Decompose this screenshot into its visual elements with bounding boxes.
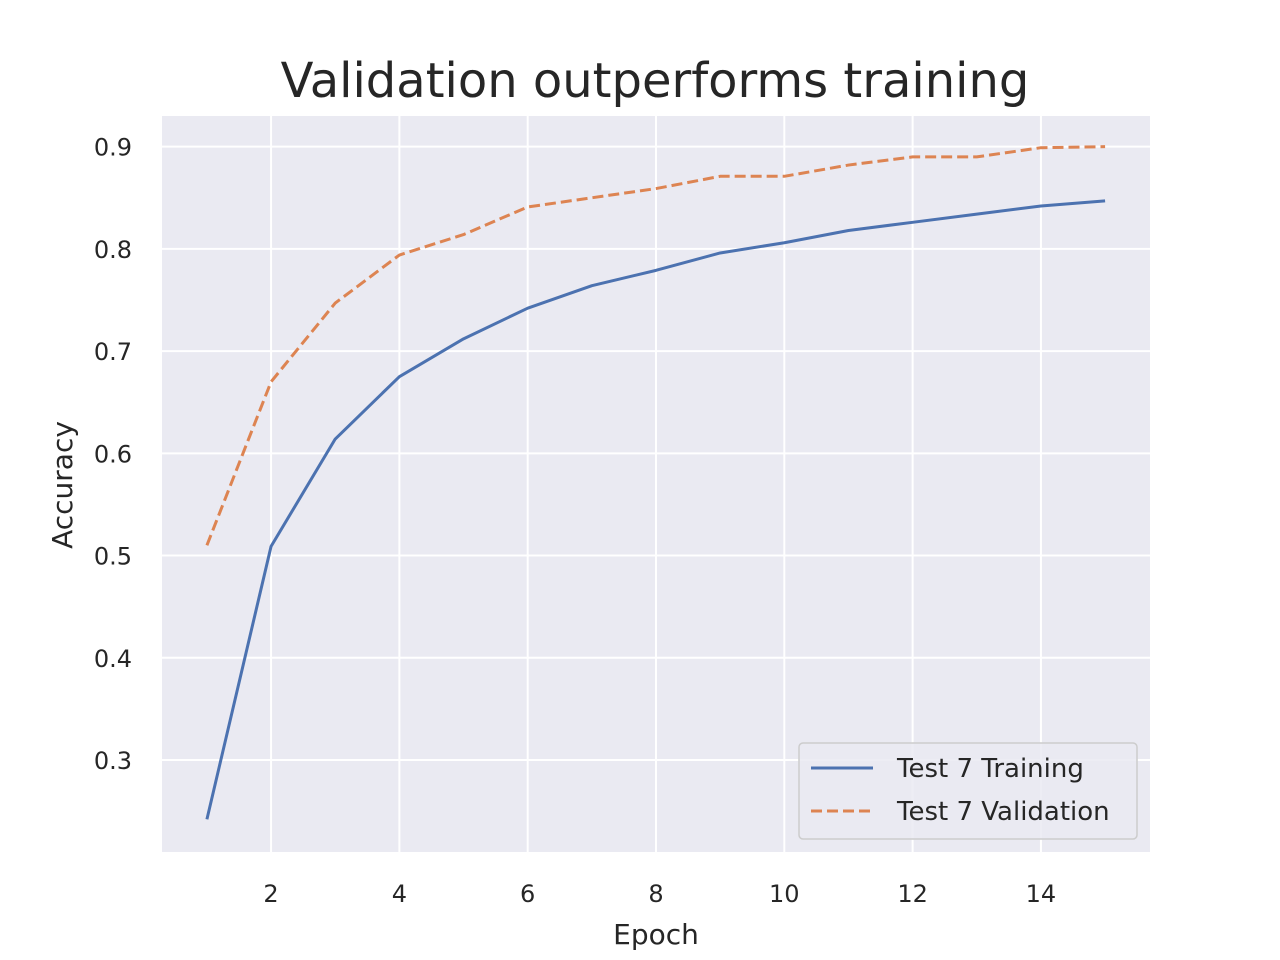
x-tick-label: 6 <box>520 880 535 908</box>
series-lines <box>205 145 1106 820</box>
series-line-2 <box>205 145 1106 546</box>
x-tick-label: 2 <box>263 880 278 908</box>
x-tick-label: 12 <box>897 880 928 908</box>
x-tick-label: 14 <box>1026 880 1057 908</box>
y-tick-label: 0.3 <box>94 747 132 775</box>
y-tick-label: 0.9 <box>94 134 132 162</box>
y-tick-label: 0.7 <box>94 338 132 366</box>
x-axis-ticks: 2 4 6 8 10 12 14 <box>263 880 1056 908</box>
legend-box <box>798 742 1138 840</box>
x-tick-label: 10 <box>769 880 800 908</box>
legend: Test 7 Training Test 7 Validation <box>798 742 1138 840</box>
y-tick-label: 0.8 <box>94 236 132 264</box>
gridlines <box>162 116 1150 852</box>
x-axis-label: Epoch <box>613 918 699 951</box>
x-tick-label: 4 <box>392 880 407 908</box>
legend-label-1: Test 7 Training <box>896 754 1084 784</box>
chart-title: Validation outperforms training <box>281 53 1030 109</box>
legend-label-2: Test 7 Validation <box>896 797 1110 827</box>
y-axis-label: Accuracy <box>46 421 79 549</box>
y-axis-ticks: 0.3 0.4 0.5 0.6 0.7 0.8 0.9 <box>94 134 132 775</box>
y-tick-label: 0.4 <box>94 645 132 673</box>
series-line-1 <box>205 199 1106 820</box>
y-tick-label: 0.5 <box>94 543 132 571</box>
y-tick-label: 0.6 <box>94 440 132 468</box>
x-tick-label: 8 <box>648 880 663 908</box>
